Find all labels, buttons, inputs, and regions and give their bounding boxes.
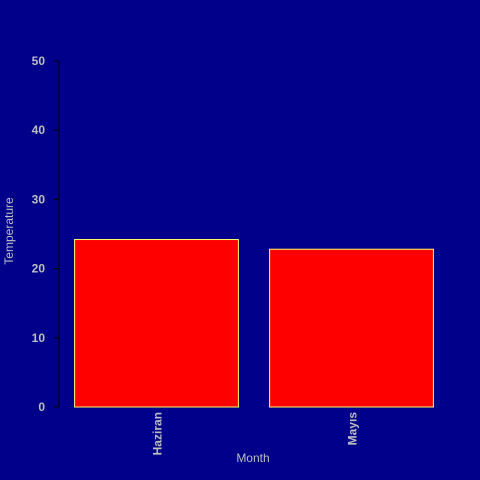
x-tick-label: Haziran (151, 412, 165, 455)
bars (74, 239, 434, 408)
y-tick-label: 20 (32, 262, 46, 276)
x-axis-ticks: Haziran Mayıs (151, 412, 360, 456)
bar-1 (74, 239, 239, 408)
bar-2 (269, 248, 434, 408)
y-tick-label: 50 (32, 54, 46, 68)
y-axis-label: Temperature (2, 197, 16, 265)
x-tick-label: Mayıs (346, 412, 360, 446)
y-tick-label: 30 (32, 192, 46, 206)
y-axis: 0 10 20 30 40 50 (32, 54, 60, 414)
y-tick-label: 10 (32, 331, 46, 345)
x-axis-label: Month (236, 451, 269, 465)
y-tick-label: 40 (32, 123, 46, 137)
y-tick-label: 0 (38, 400, 45, 414)
